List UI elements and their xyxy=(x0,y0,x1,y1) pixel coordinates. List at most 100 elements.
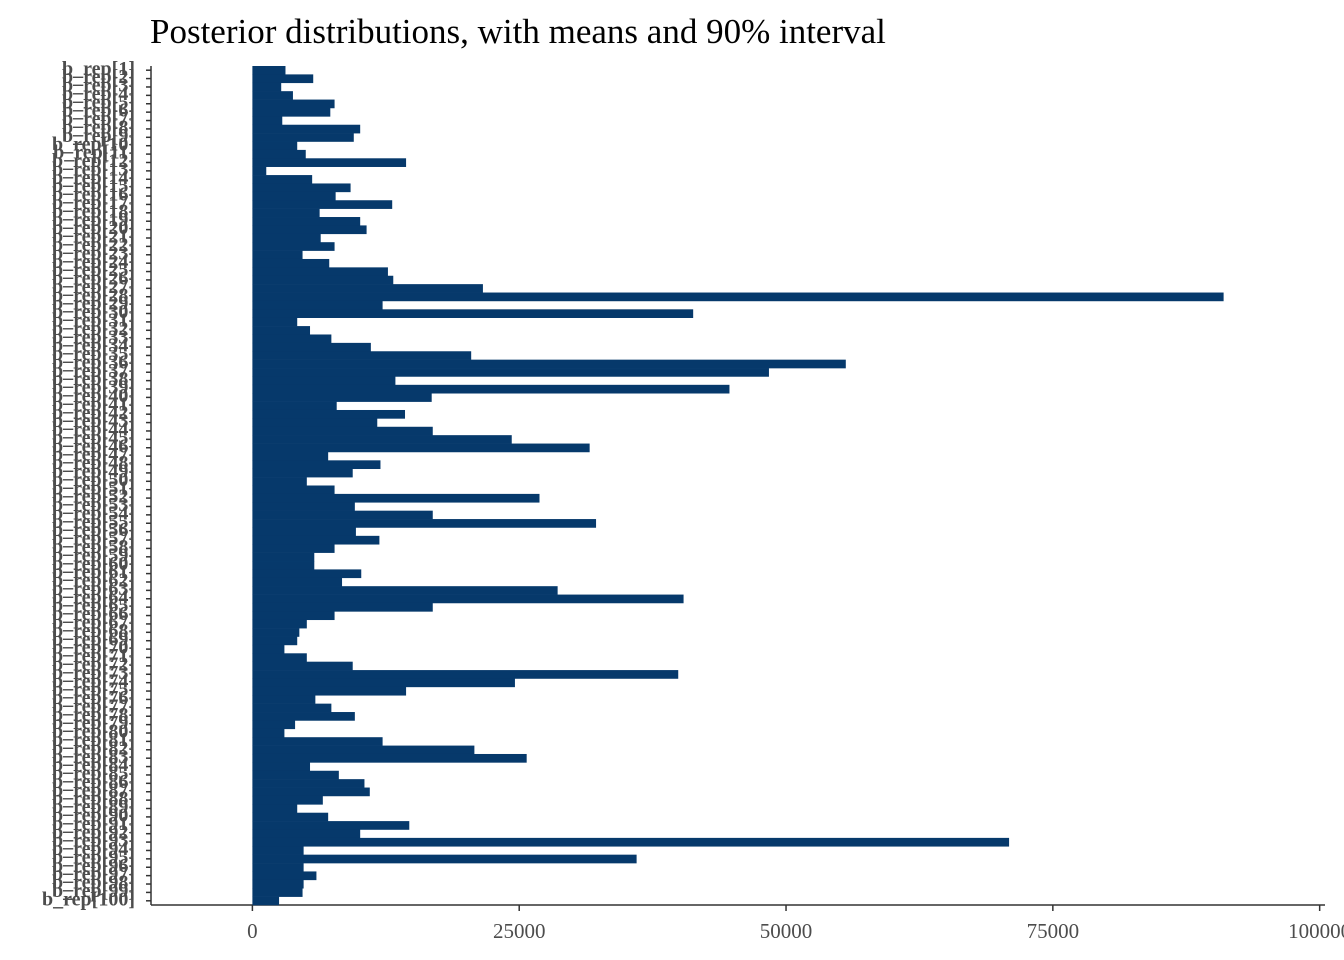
bar xyxy=(252,183,351,193)
y-tick-label: b_rep[11] xyxy=(53,142,135,164)
bar xyxy=(252,737,383,746)
y-tick-label: b_rep[93] xyxy=(52,830,135,852)
bar xyxy=(252,644,285,654)
bar xyxy=(252,686,407,696)
y-tick-label: b_rep[74] xyxy=(52,670,135,692)
y-tick-label: b_rep[95] xyxy=(52,846,135,868)
y-tick-label: b_rep[100] xyxy=(42,888,135,910)
y-tick-label: b_rep[19] xyxy=(52,209,135,231)
y-tick-label: b_rep[81] xyxy=(52,729,135,751)
bar xyxy=(252,871,317,881)
y-tick-label: b_rep[42] xyxy=(52,402,135,424)
x-tick-label: 25000 xyxy=(493,919,546,943)
y-tick-label: b_rep[73] xyxy=(52,662,135,684)
y-tick-label: b_rep[88] xyxy=(52,788,135,810)
y-tick-label: b_rep[57] xyxy=(52,528,135,550)
y-tick-label: b_rep[32] xyxy=(52,318,135,340)
x-tick-label: 100000 xyxy=(1288,919,1344,943)
bar xyxy=(252,510,433,520)
bar xyxy=(252,896,280,906)
bar xyxy=(252,569,362,579)
bar xyxy=(252,384,730,394)
y-tick-label: b_rep[28] xyxy=(52,284,135,306)
bar xyxy=(252,91,293,100)
bar xyxy=(252,879,304,889)
y-tick-label: b_rep[67] xyxy=(52,612,135,634)
y-tick-label: b_rep[2] xyxy=(62,66,135,88)
bar xyxy=(252,812,329,822)
bar xyxy=(252,468,353,478)
bar xyxy=(252,242,335,251)
bar xyxy=(252,300,383,310)
bar xyxy=(252,460,381,470)
bar xyxy=(252,552,315,562)
bar xyxy=(252,477,307,486)
y-tick-label: b_rep[45] xyxy=(52,427,135,449)
bar xyxy=(252,670,679,679)
bar xyxy=(252,175,313,184)
y-tick-label: b_rep[47] xyxy=(52,444,135,466)
y-tick-label: b_rep[96] xyxy=(52,855,135,877)
bar xyxy=(252,284,483,293)
bar xyxy=(252,225,367,235)
bar xyxy=(252,485,335,495)
bar xyxy=(252,846,304,855)
y-tick-label: b_rep[12] xyxy=(52,150,135,172)
y-tick-label: b_rep[13] xyxy=(52,158,135,180)
bar xyxy=(252,678,515,688)
y-tick-label: b_rep[86] xyxy=(52,771,135,793)
y-tick-label: b_rep[69] xyxy=(52,628,135,650)
bar xyxy=(252,409,406,419)
bar xyxy=(252,393,432,402)
x-tick-label: 50000 xyxy=(760,919,813,943)
bar xyxy=(252,233,321,243)
y-tick-label: b_rep[76] xyxy=(52,687,135,709)
y-tick-label: b_rep[31] xyxy=(52,309,135,331)
y-tick-label: b_rep[29] xyxy=(52,293,135,315)
y-tick-label: b_rep[46] xyxy=(52,435,135,457)
x-tick-label: 75000 xyxy=(1027,919,1080,943)
bar xyxy=(252,334,332,344)
y-tick-label: b_rep[30] xyxy=(52,301,135,323)
y-tick-label: b_rep[20] xyxy=(52,217,135,239)
y-tick-label: b_rep[48] xyxy=(52,452,135,474)
y-tick-label: b_rep[87] xyxy=(52,779,135,801)
y-tick-label: b_rep[18] xyxy=(52,200,135,222)
y-tick-label: b_rep[34] xyxy=(52,335,135,357)
y-tick-label: b_rep[65] xyxy=(52,595,135,617)
y-tick-label: b_rep[70] xyxy=(52,637,135,659)
y-tick-label: b_rep[56] xyxy=(52,519,135,541)
bar xyxy=(252,342,371,352)
y-tick-label: b_rep[50] xyxy=(52,469,135,491)
bar xyxy=(252,854,637,864)
bar xyxy=(252,149,306,159)
bar xyxy=(252,141,298,151)
bar xyxy=(252,368,769,377)
bar xyxy=(252,435,512,444)
y-tick-label: b_rep[91] xyxy=(52,813,135,835)
bar xyxy=(252,66,286,75)
bar xyxy=(252,519,597,528)
y-tick-label: b_rep[22] xyxy=(52,234,135,256)
chart-title: Posterior distributions, with means and … xyxy=(150,12,886,51)
bar xyxy=(252,636,298,646)
y-tick-label: b_rep[5] xyxy=(62,91,135,113)
bar xyxy=(252,443,590,453)
y-tick-label: b_rep[7] xyxy=(62,108,135,130)
y-tick-label: b_rep[3] xyxy=(62,75,135,97)
bar xyxy=(252,586,558,595)
bar xyxy=(252,619,307,629)
bar xyxy=(252,200,393,209)
y-tick-label: b_rep[61] xyxy=(52,561,135,583)
bar xyxy=(252,133,354,142)
bar xyxy=(252,829,361,839)
y-tick-label: b_rep[55] xyxy=(52,511,135,533)
bar xyxy=(252,326,311,335)
y-tick-label: b_rep[77] xyxy=(52,695,135,717)
y-tick-label: b_rep[49] xyxy=(52,461,135,483)
bar xyxy=(252,351,472,360)
bar xyxy=(252,611,335,621)
y-tick-label: b_rep[71] xyxy=(52,645,135,667)
y-tick-label: b_rep[90] xyxy=(52,804,135,826)
